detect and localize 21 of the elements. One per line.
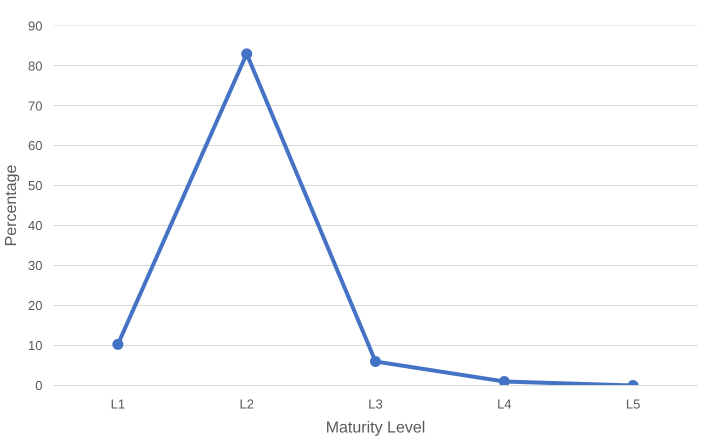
x-tick-label: L4 [497,396,512,412]
x-tick-label: L1 [110,396,126,412]
point [498,376,510,386]
x-tick-label: L3 [368,396,383,412]
x-tick-label: L5 [626,396,640,412]
y-tick-label: 40 [28,218,43,234]
point [241,48,252,60]
y-tick-label: 0 [35,378,43,393]
y-tick-label: 90 [28,18,43,34]
y-tick-label: 50 [28,178,43,194]
y-tick-label: 60 [28,138,43,154]
x-axis-title: Maturity Level [326,420,426,436]
y-axis-title: Percentage [3,164,20,246]
y-tick-label: 80 [28,58,43,74]
x-tick-label: L2 [239,396,254,412]
point [370,356,381,368]
y-tick-label: 20 [28,298,43,314]
y-tick-label: 10 [28,338,43,354]
y-tick-label: 70 [28,98,43,114]
y-tick-label: 30 [28,258,43,274]
point [112,338,124,350]
